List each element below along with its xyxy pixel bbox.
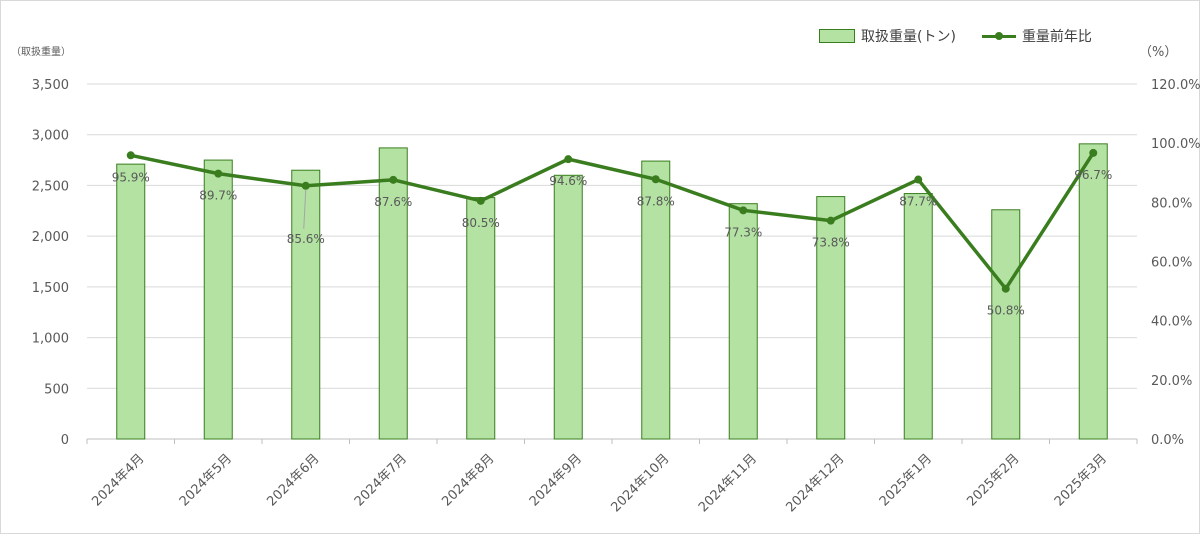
bar	[1078, 143, 1108, 440]
bar	[466, 197, 496, 440]
y-left-tick-label: 3,500	[32, 78, 69, 93]
y-left-tick-label: 500	[44, 382, 69, 397]
y-right-tick-label: 0.0%	[1151, 433, 1184, 448]
data-label: 87.7%	[899, 195, 937, 209]
y-right-axis-title: （%）	[1139, 45, 1178, 60]
data-label: 80.5%	[462, 216, 500, 230]
line-point	[914, 175, 923, 184]
bar	[116, 163, 146, 440]
bar	[553, 174, 583, 440]
line-point	[214, 169, 223, 178]
line-point	[1089, 148, 1098, 157]
series-line	[130, 151, 1095, 291]
line-point	[476, 196, 485, 205]
line-point	[651, 175, 660, 184]
legend-line-swatch	[981, 31, 1016, 40]
y-right-tick-label: 20.0%	[1151, 374, 1192, 389]
y-right-tick-label: 100.0%	[1151, 137, 1200, 152]
x-tick-label: 2025年3月	[1052, 451, 1110, 509]
data-label: 50.8%	[987, 304, 1025, 318]
line-point	[389, 175, 398, 184]
bar	[728, 203, 758, 440]
y-left-tick-label: 3,000	[32, 129, 69, 144]
line-point	[826, 216, 835, 225]
y-left-tick-label: 1,000	[32, 332, 69, 347]
bar	[291, 169, 321, 440]
line-point	[126, 151, 135, 160]
data-label: 77.3%	[724, 225, 762, 239]
x-tick-label: 2025年1月	[877, 451, 935, 509]
y-right-tick-label: 80.0%	[1151, 196, 1192, 211]
data-label: 94.6%	[549, 174, 587, 188]
line-point	[301, 181, 310, 190]
data-label: 85.6%	[287, 232, 325, 246]
bar	[203, 159, 233, 440]
y-left-tick-label: 0	[61, 433, 69, 448]
x-tick-label: 2024年5月	[177, 451, 235, 509]
y-right-tick-label: 60.0%	[1151, 256, 1192, 271]
x-tick-label: 2024年9月	[527, 451, 585, 509]
legend-label-weight: 取扱重量(トン)	[861, 29, 956, 45]
x-tick-label: 2024年7月	[352, 451, 410, 509]
data-label: 96.7%	[1074, 168, 1112, 182]
bar	[991, 209, 1021, 440]
x-tick-label: 2025年2月	[964, 451, 1022, 509]
x-tick-label: 2024年10月	[608, 451, 672, 515]
bar	[641, 160, 671, 440]
data-label: 73.8%	[812, 236, 850, 250]
x-tick-label: 2024年11月	[696, 451, 760, 515]
legend: 取扱重量(トン) 重量前年比	[819, 26, 1118, 46]
legend-item-weight: 取扱重量(トン)	[819, 26, 956, 46]
x-tick-label: 2024年6月	[264, 451, 322, 509]
bar	[816, 196, 846, 440]
line-point	[1001, 284, 1010, 293]
data-label: 89.7%	[199, 189, 237, 203]
legend-item-ratio: 重量前年比	[981, 26, 1092, 46]
y-left-tick-label: 1,500	[32, 281, 69, 296]
line-point	[564, 155, 573, 164]
bar	[903, 193, 933, 440]
y-right-tick-label: 40.0%	[1151, 315, 1192, 330]
data-label-leader	[303, 189, 307, 229]
data-label: 87.6%	[374, 195, 412, 209]
legend-label-ratio: 重量前年比	[1021, 29, 1092, 45]
y-left-tick-label: 2,000	[32, 230, 69, 245]
data-label: 87.8%	[637, 194, 675, 208]
bar	[378, 147, 408, 440]
y-left-axis-title: （取扱重量）	[11, 47, 71, 58]
x-tick-label: 2024年8月	[439, 451, 497, 509]
legend-bar-swatch	[819, 29, 855, 43]
y-right-tick-label: 120.0%	[1151, 78, 1200, 93]
y-left-tick-label: 2,500	[32, 179, 69, 194]
data-label: 95.9%	[112, 170, 150, 184]
x-tick-label: 2024年4月	[89, 451, 147, 509]
line-point	[739, 206, 748, 215]
x-tick-label: 2024年12月	[783, 451, 847, 515]
